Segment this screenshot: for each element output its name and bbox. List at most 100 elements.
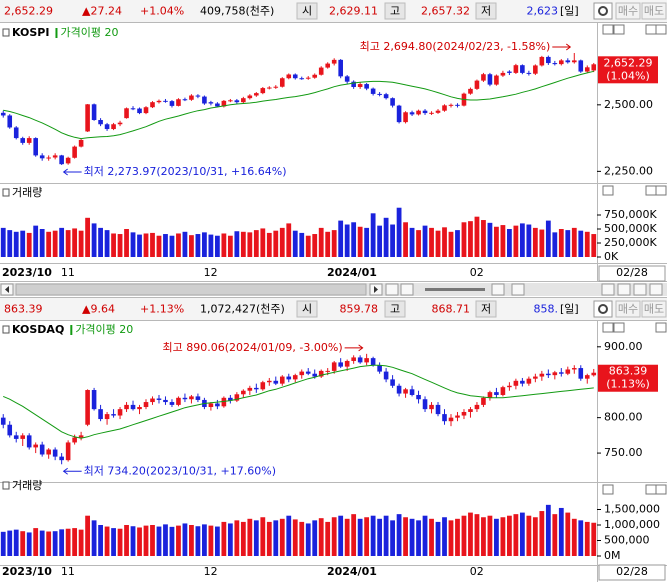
header-period: [일] [560, 302, 579, 316]
volume-bar [448, 520, 454, 556]
button[interactable] [641, 2, 667, 20]
button[interactable] [615, 2, 641, 20]
volume-bar [513, 514, 519, 556]
zoom-slider[interactable] [425, 288, 485, 291]
candle-body [429, 404, 434, 410]
volume-bar [481, 517, 486, 556]
volume-bar [143, 525, 149, 556]
button[interactable] [649, 283, 663, 296]
candle-body [98, 119, 103, 125]
candle-body [52, 155, 58, 158]
candle-body [150, 398, 155, 403]
volume-bar [558, 507, 564, 556]
header-buy[interactable]: 매수 [618, 5, 638, 18]
volume-bar [292, 230, 298, 257]
icon-button[interactable] [645, 185, 657, 196]
gear-button[interactable] [593, 2, 613, 20]
volume-bar [519, 223, 525, 257]
candle-body [455, 104, 460, 106]
volume-bar [552, 232, 558, 257]
scroll-thumb[interactable] [15, 283, 367, 296]
gear-button[interactable] [593, 300, 613, 318]
label-box [384, 2, 406, 20]
icon-button[interactable] [655, 322, 667, 333]
button[interactable] [385, 283, 399, 296]
y-tick-label: 2,250.00 [604, 164, 653, 177]
candle-body [39, 155, 45, 159]
volume-bar [227, 523, 233, 556]
candle-body [546, 373, 551, 376]
icon-button[interactable] [602, 484, 614, 495]
candle-body [65, 157, 71, 164]
button[interactable] [400, 283, 414, 296]
header-open: 2,629.11 [329, 5, 378, 18]
header-sell[interactable]: 매도 [644, 5, 664, 18]
header-buy[interactable]: 매수 [618, 303, 638, 316]
candle-body [338, 59, 343, 77]
panel-icons[interactable] [602, 24, 667, 495]
button[interactable] [601, 283, 615, 296]
candle-body [104, 414, 110, 420]
header-high: 2,657.32 [421, 5, 470, 18]
header-low: 2,623 [527, 5, 559, 18]
volume-bar [487, 515, 493, 556]
button[interactable] [615, 300, 641, 318]
icon-button[interactable] [655, 185, 667, 196]
candle-body [565, 369, 571, 374]
volume-bar [338, 515, 344, 556]
candle-body [299, 371, 305, 376]
scrollbar[interactable] [0, 283, 667, 296]
icon-button[interactable] [613, 322, 625, 333]
icon-button[interactable] [645, 484, 657, 495]
candle-body [0, 417, 6, 425]
icon-button[interactable] [602, 185, 614, 196]
volume-bar [85, 217, 91, 257]
volume-bar [390, 520, 395, 556]
candle-body [26, 138, 32, 143]
volume-bar [26, 532, 32, 556]
button[interactable] [491, 283, 505, 296]
header-bar [0, 0, 667, 22]
price-tag-value: 2,652.29 [604, 56, 653, 69]
icon-button[interactable] [645, 24, 657, 35]
header-price: 863.39 [4, 303, 43, 316]
volume-bar [7, 530, 13, 556]
button[interactable] [511, 283, 525, 296]
icon-button[interactable] [655, 484, 667, 495]
candle-body [202, 96, 207, 104]
button[interactable] [633, 283, 647, 296]
volume-bar [552, 514, 558, 556]
volume-bar [519, 512, 525, 556]
candle-body [383, 94, 389, 99]
x-tick-label: 2023/10 [2, 266, 52, 279]
header-high: 868.71 [432, 303, 471, 316]
candle-body [176, 397, 181, 405]
volume-bar [104, 526, 110, 556]
icon-button[interactable] [602, 24, 614, 35]
candle-body [137, 108, 142, 114]
candle-body [189, 396, 194, 400]
candle-body [176, 99, 181, 106]
candle-body [448, 104, 454, 106]
header-sell[interactable]: 매도 [644, 303, 664, 316]
volume-bar [429, 518, 434, 556]
volume-bar [331, 230, 337, 257]
candle-body [169, 402, 175, 405]
candle-body [546, 56, 551, 64]
candle-body [474, 80, 480, 89]
volume-bar [137, 234, 142, 257]
icon-button[interactable] [655, 24, 667, 35]
volume-bar [377, 225, 383, 257]
legend-icon [2, 188, 10, 197]
icon-button[interactable] [613, 24, 625, 35]
icon-button[interactable] [602, 322, 614, 333]
volume-bar [143, 233, 149, 257]
candle-body [500, 72, 506, 76]
candle-body [241, 98, 246, 103]
label-box [475, 300, 497, 318]
panel-title: 거래량 [12, 186, 42, 199]
candle-body [344, 76, 350, 82]
button[interactable] [617, 283, 631, 296]
button[interactable] [641, 300, 667, 318]
header-low-label: 저 [481, 5, 491, 18]
